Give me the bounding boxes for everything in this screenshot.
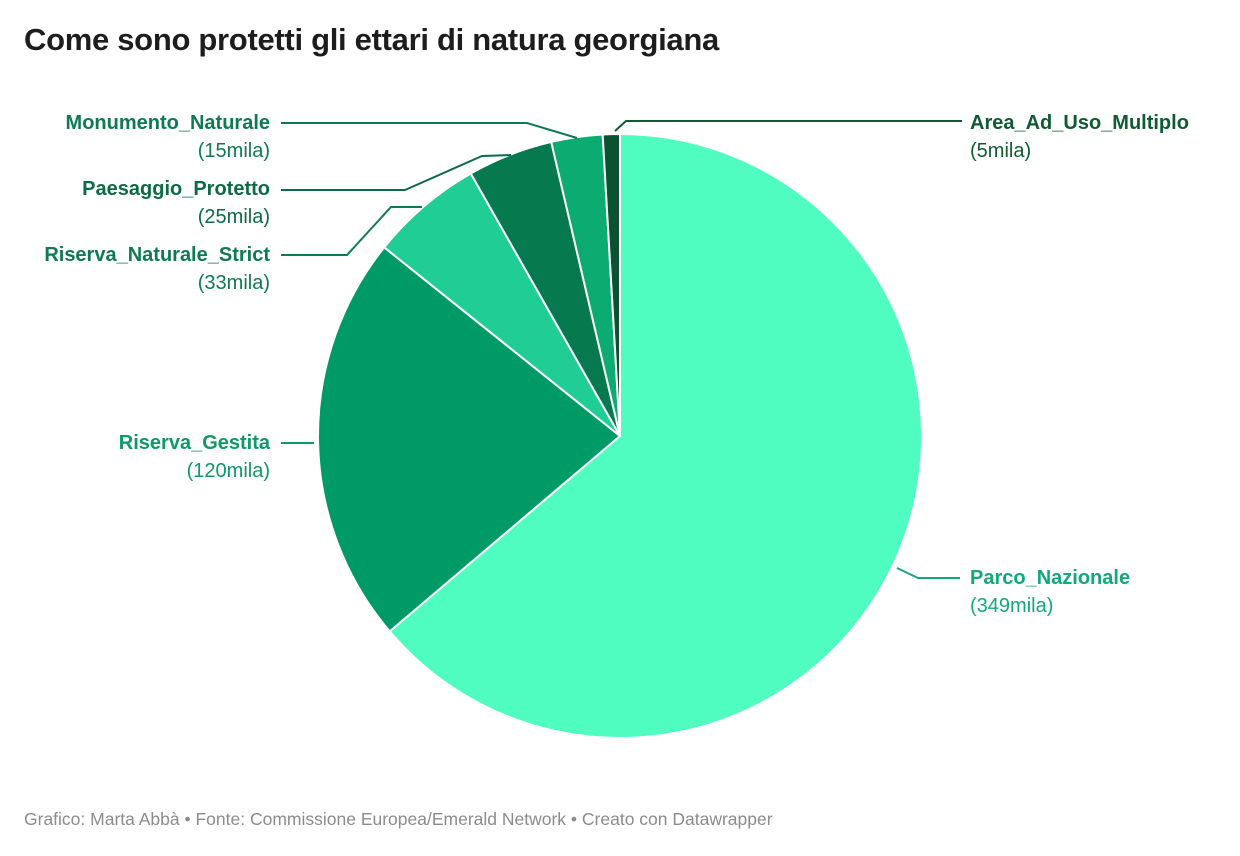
connector-line-area_ad_uso_multiplo [614, 120, 962, 132]
slice-value: (120mila) [186, 460, 270, 482]
label-parco-nazionale: Parco_Nazionale (349mila) [970, 564, 1180, 620]
slice-value: (33mila) [197, 272, 270, 294]
label-paesaggio-protetto: Paesaggio_Protetto (25mila) [50, 175, 270, 231]
connector-line-paesaggio_protetto [281, 154, 512, 191]
slice-label: Riserva_Gestita [118, 432, 270, 454]
label-riserva-naturale-strict: Riserva_Naturale_Strict (33mila) [22, 241, 270, 297]
pie-slice-area_ad_uso_multiplo[interactable] [601, 132, 621, 437]
label-riserva-gestita: Riserva_Gestita (120mila) [80, 429, 270, 485]
slice-label: Parco_Nazionale [970, 567, 1131, 589]
connector-line-parco_nazionale [896, 567, 960, 579]
slice-value: (25mila) [197, 206, 270, 228]
slice-label: Paesaggio_Protetto [82, 178, 270, 200]
chart-title: Come sono protetti gli ettari di natura … [24, 22, 719, 57]
chart-credit: Grafico: Marta Abbà • Fonte: Commissione… [24, 809, 773, 829]
pie-slice-parco_nazionale[interactable] [388, 132, 923, 739]
slice-value: (5mila) [970, 140, 1032, 162]
label-area-ad-uso-multiplo: Area_Ad_Uso_Multiplo (5mila) [970, 109, 1220, 165]
slice-label: Riserva_Naturale_Strict [44, 244, 270, 266]
connector-line-riserva_naturale_strict [281, 206, 422, 256]
slice-label: Monumento_Naturale [65, 112, 270, 134]
slice-value: (349mila) [970, 595, 1054, 617]
connector-line-monumento_naturale [281, 122, 578, 139]
slice-value: (15mila) [197, 140, 270, 162]
pie-slice-riserva_gestita[interactable] [317, 245, 622, 633]
slice-label: Area_Ad_Uso_Multiplo [970, 112, 1189, 134]
label-monumento-naturale: Monumento_Naturale (15mila) [30, 109, 270, 165]
